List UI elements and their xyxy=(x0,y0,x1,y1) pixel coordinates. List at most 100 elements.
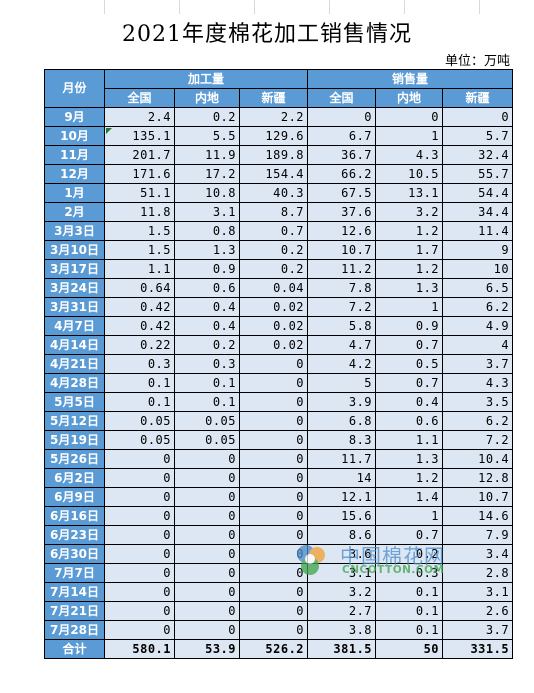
value-cell[interactable]: 0.2 xyxy=(174,335,240,355)
value-cell[interactable]: 1.7 xyxy=(375,240,444,260)
value-cell[interactable]: 0 xyxy=(238,430,309,450)
value-cell[interactable]: 5 xyxy=(307,373,377,393)
value-cell[interactable]: 9 xyxy=(442,240,514,260)
month-cell[interactable]: 4月21日 xyxy=(44,354,105,374)
value-cell[interactable]: 0.8 xyxy=(174,221,240,241)
header-sub[interactable]: 内地 xyxy=(375,88,444,108)
value-cell[interactable]: 526.2 xyxy=(238,639,309,659)
value-cell[interactable]: 0.1 xyxy=(375,582,444,602)
value-cell[interactable]: 129.6 xyxy=(238,126,309,146)
value-cell[interactable]: 0 xyxy=(174,582,240,602)
month-cell[interactable]: 12月 xyxy=(44,164,105,184)
value-cell[interactable]: 0 xyxy=(104,449,175,469)
value-cell[interactable]: 0.5 xyxy=(375,354,444,374)
value-cell[interactable]: 0 xyxy=(174,487,240,507)
value-cell[interactable]: 0 xyxy=(238,601,309,621)
value-cell[interactable]: 0.6 xyxy=(174,278,240,298)
value-cell[interactable]: 0.7 xyxy=(375,373,444,393)
value-cell[interactable]: 8.3 xyxy=(307,430,377,450)
value-cell[interactable]: 4 xyxy=(442,335,514,355)
value-cell[interactable]: 54.4 xyxy=(442,183,514,203)
value-cell[interactable]: 10.7 xyxy=(442,487,514,507)
value-cell[interactable]: 6.2 xyxy=(442,297,514,317)
value-cell[interactable]: 3.8 xyxy=(307,620,377,640)
value-cell[interactable]: 0 xyxy=(104,468,175,488)
value-cell[interactable]: 12.8 xyxy=(442,468,514,488)
value-cell[interactable]: 32.4 xyxy=(442,145,514,165)
value-cell[interactable]: 0.1 xyxy=(375,601,444,621)
month-cell[interactable]: 7月21日 xyxy=(44,601,105,621)
value-cell[interactable]: 11.7 xyxy=(307,449,377,469)
value-cell[interactable]: 0 xyxy=(238,487,309,507)
value-cell[interactable]: 3.1 xyxy=(442,582,514,602)
value-cell[interactable]: 2.4 xyxy=(104,107,175,127)
value-cell[interactable]: 17.2 xyxy=(174,164,240,184)
value-cell[interactable]: 0.3 xyxy=(174,354,240,374)
value-cell[interactable]: 0 xyxy=(104,525,175,545)
value-cell[interactable]: 0 xyxy=(104,582,175,602)
value-cell[interactable]: 1.4 xyxy=(375,487,444,507)
value-cell[interactable]: 3.2 xyxy=(375,202,444,222)
month-cell[interactable]: 3月17日 xyxy=(44,259,105,279)
value-cell[interactable]: 8.7 xyxy=(238,202,309,222)
month-cell[interactable]: 4月7日 xyxy=(44,316,105,336)
value-cell[interactable]: 11.4 xyxy=(442,221,514,241)
value-cell[interactable]: 0 xyxy=(238,392,309,412)
value-cell[interactable]: 1 xyxy=(375,297,444,317)
value-cell[interactable]: 0 xyxy=(104,487,175,507)
value-cell[interactable]: 3.1 xyxy=(174,202,240,222)
value-cell[interactable]: 0.9 xyxy=(375,316,444,336)
value-cell[interactable]: 1.5 xyxy=(104,221,175,241)
value-cell[interactable]: 5.7 xyxy=(442,126,514,146)
month-cell[interactable]: 7月28日 xyxy=(44,620,105,640)
month-cell[interactable]: 3月10日 xyxy=(44,240,105,260)
total-label-cell[interactable]: 合计 xyxy=(44,639,105,659)
month-cell[interactable]: 4月14日 xyxy=(44,335,105,355)
value-cell[interactable]: 0 xyxy=(238,582,309,602)
value-cell[interactable]: 1.3 xyxy=(375,449,444,469)
value-cell[interactable]: 0.1 xyxy=(174,373,240,393)
value-cell[interactable]: 1 xyxy=(375,126,444,146)
value-cell[interactable]: 14 xyxy=(307,468,377,488)
header-sub[interactable]: 全国 xyxy=(104,88,175,108)
value-cell[interactable]: 34.4 xyxy=(442,202,514,222)
value-cell[interactable]: 0 xyxy=(104,506,175,526)
value-cell[interactable]: 0 xyxy=(307,107,377,127)
value-cell[interactable]: 1.1 xyxy=(375,430,444,450)
value-cell[interactable]: 5.8 xyxy=(307,316,377,336)
month-cell[interactable]: 11月 xyxy=(44,145,105,165)
month-cell[interactable]: 6月30日 xyxy=(44,544,105,564)
value-cell[interactable]: 2.8 xyxy=(442,563,514,583)
value-cell[interactable]: 0.2 xyxy=(375,544,444,564)
value-cell[interactable]: 0 xyxy=(104,563,175,583)
value-cell[interactable]: 6.2 xyxy=(442,411,514,431)
month-cell[interactable]: 3月31日 xyxy=(44,297,105,317)
value-cell[interactable]: 0 xyxy=(174,525,240,545)
value-cell[interactable]: 1.5 xyxy=(104,240,175,260)
value-cell[interactable]: 50 xyxy=(375,639,444,659)
value-cell[interactable]: 0.6 xyxy=(375,411,444,431)
value-cell[interactable]: 13.1 xyxy=(375,183,444,203)
value-cell[interactable]: 0 xyxy=(442,107,514,127)
value-cell[interactable]: 6.8 xyxy=(307,411,377,431)
value-cell[interactable]: 0 xyxy=(104,620,175,640)
value-cell[interactable]: 12.6 xyxy=(307,221,377,241)
value-cell[interactable]: 0.9 xyxy=(174,259,240,279)
value-cell[interactable]: 0.2 xyxy=(238,240,309,260)
value-cell[interactable]: 0.05 xyxy=(104,430,175,450)
value-cell[interactable]: 0.3 xyxy=(104,354,175,374)
value-cell[interactable]: 0 xyxy=(238,449,309,469)
value-cell[interactable]: 15.6 xyxy=(307,506,377,526)
header-sales[interactable]: 销售量 xyxy=(307,69,514,89)
value-cell[interactable]: 7.2 xyxy=(307,297,377,317)
value-cell[interactable]: 11.8 xyxy=(104,202,175,222)
header-month[interactable]: 月份 xyxy=(44,69,105,108)
value-cell[interactable]: 55.7 xyxy=(442,164,514,184)
value-cell[interactable]: 51.1 xyxy=(104,183,175,203)
header-sub[interactable]: 全国 xyxy=(307,88,377,108)
value-cell[interactable]: 0.05 xyxy=(104,411,175,431)
value-cell[interactable]: 6.5 xyxy=(442,278,514,298)
value-cell[interactable]: 0.64 xyxy=(104,278,175,298)
value-cell[interactable]: 4.9 xyxy=(442,316,514,336)
value-cell[interactable]: 0.05 xyxy=(174,430,240,450)
